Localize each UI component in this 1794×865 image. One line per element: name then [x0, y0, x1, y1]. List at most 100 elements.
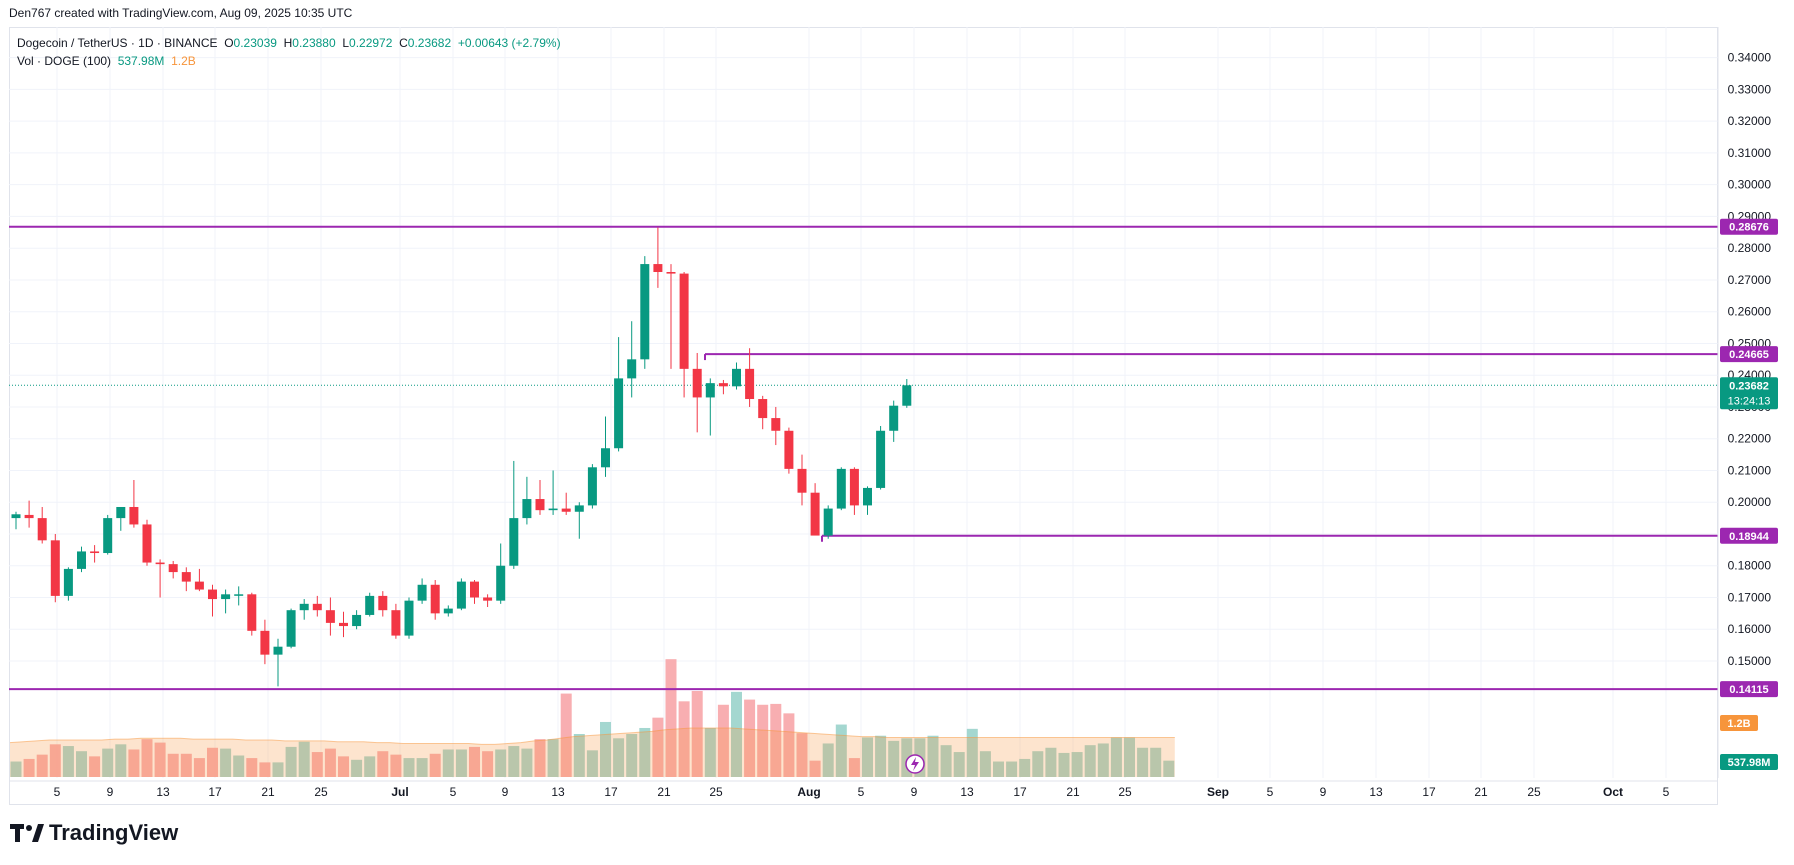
time-axis[interactable]: 5 9 13 17 21 25 Jul 5 9 13 17 21 25 Aug 5 9 13 17 21 25 Sep 5… [54, 785, 1670, 799]
x-tick-label: 13 [156, 785, 170, 799]
volume-bar [665, 659, 677, 777]
volume-bar [23, 758, 35, 777]
volume-bar [246, 758, 258, 777]
volume-bar [639, 727, 651, 777]
level-price-badge [1720, 681, 1778, 698]
volume-bar [364, 756, 376, 777]
volume-bar [796, 733, 808, 777]
footer-logo[interactable]: TradingView [10, 820, 178, 846]
volume-bar [311, 752, 323, 777]
x-tick-label: 17 [1013, 785, 1027, 799]
footer-brand: TradingView [49, 820, 179, 845]
candle-body [535, 499, 545, 511]
volume-bar [875, 735, 887, 777]
x-tick-label: 9 [911, 785, 918, 799]
candle-body [496, 565, 506, 601]
volume-bar [220, 748, 232, 777]
volume-bar [547, 739, 559, 777]
candle-body [273, 646, 283, 655]
volume-bar [351, 759, 363, 777]
y-tick-label: 0.31000 [1728, 146, 1772, 160]
candle-body [732, 368, 741, 387]
volume-bar [442, 749, 454, 777]
volume-bar [586, 750, 598, 777]
candle-body [260, 630, 270, 655]
volume-bar [338, 756, 349, 777]
candle-body [221, 594, 231, 600]
volume-bar [757, 704, 769, 777]
x-tick-label: 21 [1474, 785, 1488, 799]
candle-body [745, 368, 755, 400]
volume-bar [102, 748, 114, 777]
x-tick-label: 9 [502, 785, 509, 799]
volume-bar [848, 758, 860, 777]
candle-body [37, 518, 47, 541]
candle-body [430, 584, 440, 614]
y-tick-label: 0.26000 [1728, 305, 1772, 319]
volume-bar [416, 758, 428, 777]
volume-bar [534, 739, 546, 777]
legend-volume-value: 537.98M [117, 54, 165, 68]
volume-bars [10, 659, 1175, 777]
last-price-badge [1720, 377, 1778, 410]
volume-bar [521, 748, 533, 777]
candle-body [312, 603, 322, 611]
y-tick-label: 0.32000 [1728, 114, 1772, 128]
x-tick-label: 21 [657, 785, 671, 799]
volume-bar [979, 751, 991, 777]
candle-body [509, 518, 519, 566]
candle-body [391, 610, 401, 636]
volume-bar [966, 728, 978, 777]
x-tick-label: 13 [1369, 785, 1383, 799]
volume-bar [822, 743, 834, 777]
candle-body [339, 622, 348, 627]
volume-badge [1720, 754, 1778, 770]
x-tick-label: Oct [1603, 785, 1623, 799]
candle-body [902, 385, 912, 406]
legend-symbol[interactable]: Dogecoin / TetherUS · 1D · BINANCE [17, 36, 218, 50]
volume-bar [626, 734, 638, 777]
candle-body [784, 430, 794, 469]
legend-open-label: O [224, 36, 234, 50]
volume-ma-area [9, 727, 1175, 777]
candle-body [63, 568, 73, 596]
candle-body [574, 505, 584, 512]
volume-bar [678, 701, 690, 777]
candle-body [404, 600, 414, 636]
legend-volume-label[interactable]: Vol · DOGE (100) [17, 54, 112, 68]
volume-bar [324, 748, 336, 777]
candle-body [24, 514, 34, 519]
volume-bar [1019, 758, 1031, 777]
volume-bar [403, 758, 415, 777]
candle-body [168, 564, 178, 573]
volume-bar [940, 745, 952, 777]
volume-bar [180, 753, 192, 777]
legend-change: +0.00643 (+2.79%) [457, 36, 561, 50]
volume-bar [993, 761, 1004, 777]
x-tick-label: 5 [450, 785, 457, 799]
header-credit: Den767 created with TradingView.com, Aug… [9, 6, 353, 20]
legend-high-label: H [283, 36, 293, 50]
candle-body [142, 524, 152, 563]
y-tick-label: 0.20000 [1728, 495, 1772, 509]
volume-ma-line [9, 727, 1175, 745]
volume-bar [482, 751, 494, 777]
level-price-label: 0.24665 [1729, 349, 1769, 361]
volume-bar [1097, 743, 1109, 777]
candle-body [863, 487, 872, 506]
candles [11, 227, 912, 687]
volume-bar [717, 704, 729, 777]
volume-ma-badge [1720, 715, 1758, 731]
volume-bar [377, 751, 389, 777]
candle-body [247, 594, 257, 631]
x-tick-label: 25 [709, 785, 723, 799]
volume-bar [285, 746, 297, 777]
candle-body [627, 359, 637, 379]
volume-bar [560, 693, 572, 777]
volume-bar [89, 756, 101, 777]
candle-body [679, 273, 689, 369]
volume-bar [429, 753, 441, 777]
x-tick-label: 25 [314, 785, 328, 799]
x-tick-label: 9 [107, 785, 114, 799]
